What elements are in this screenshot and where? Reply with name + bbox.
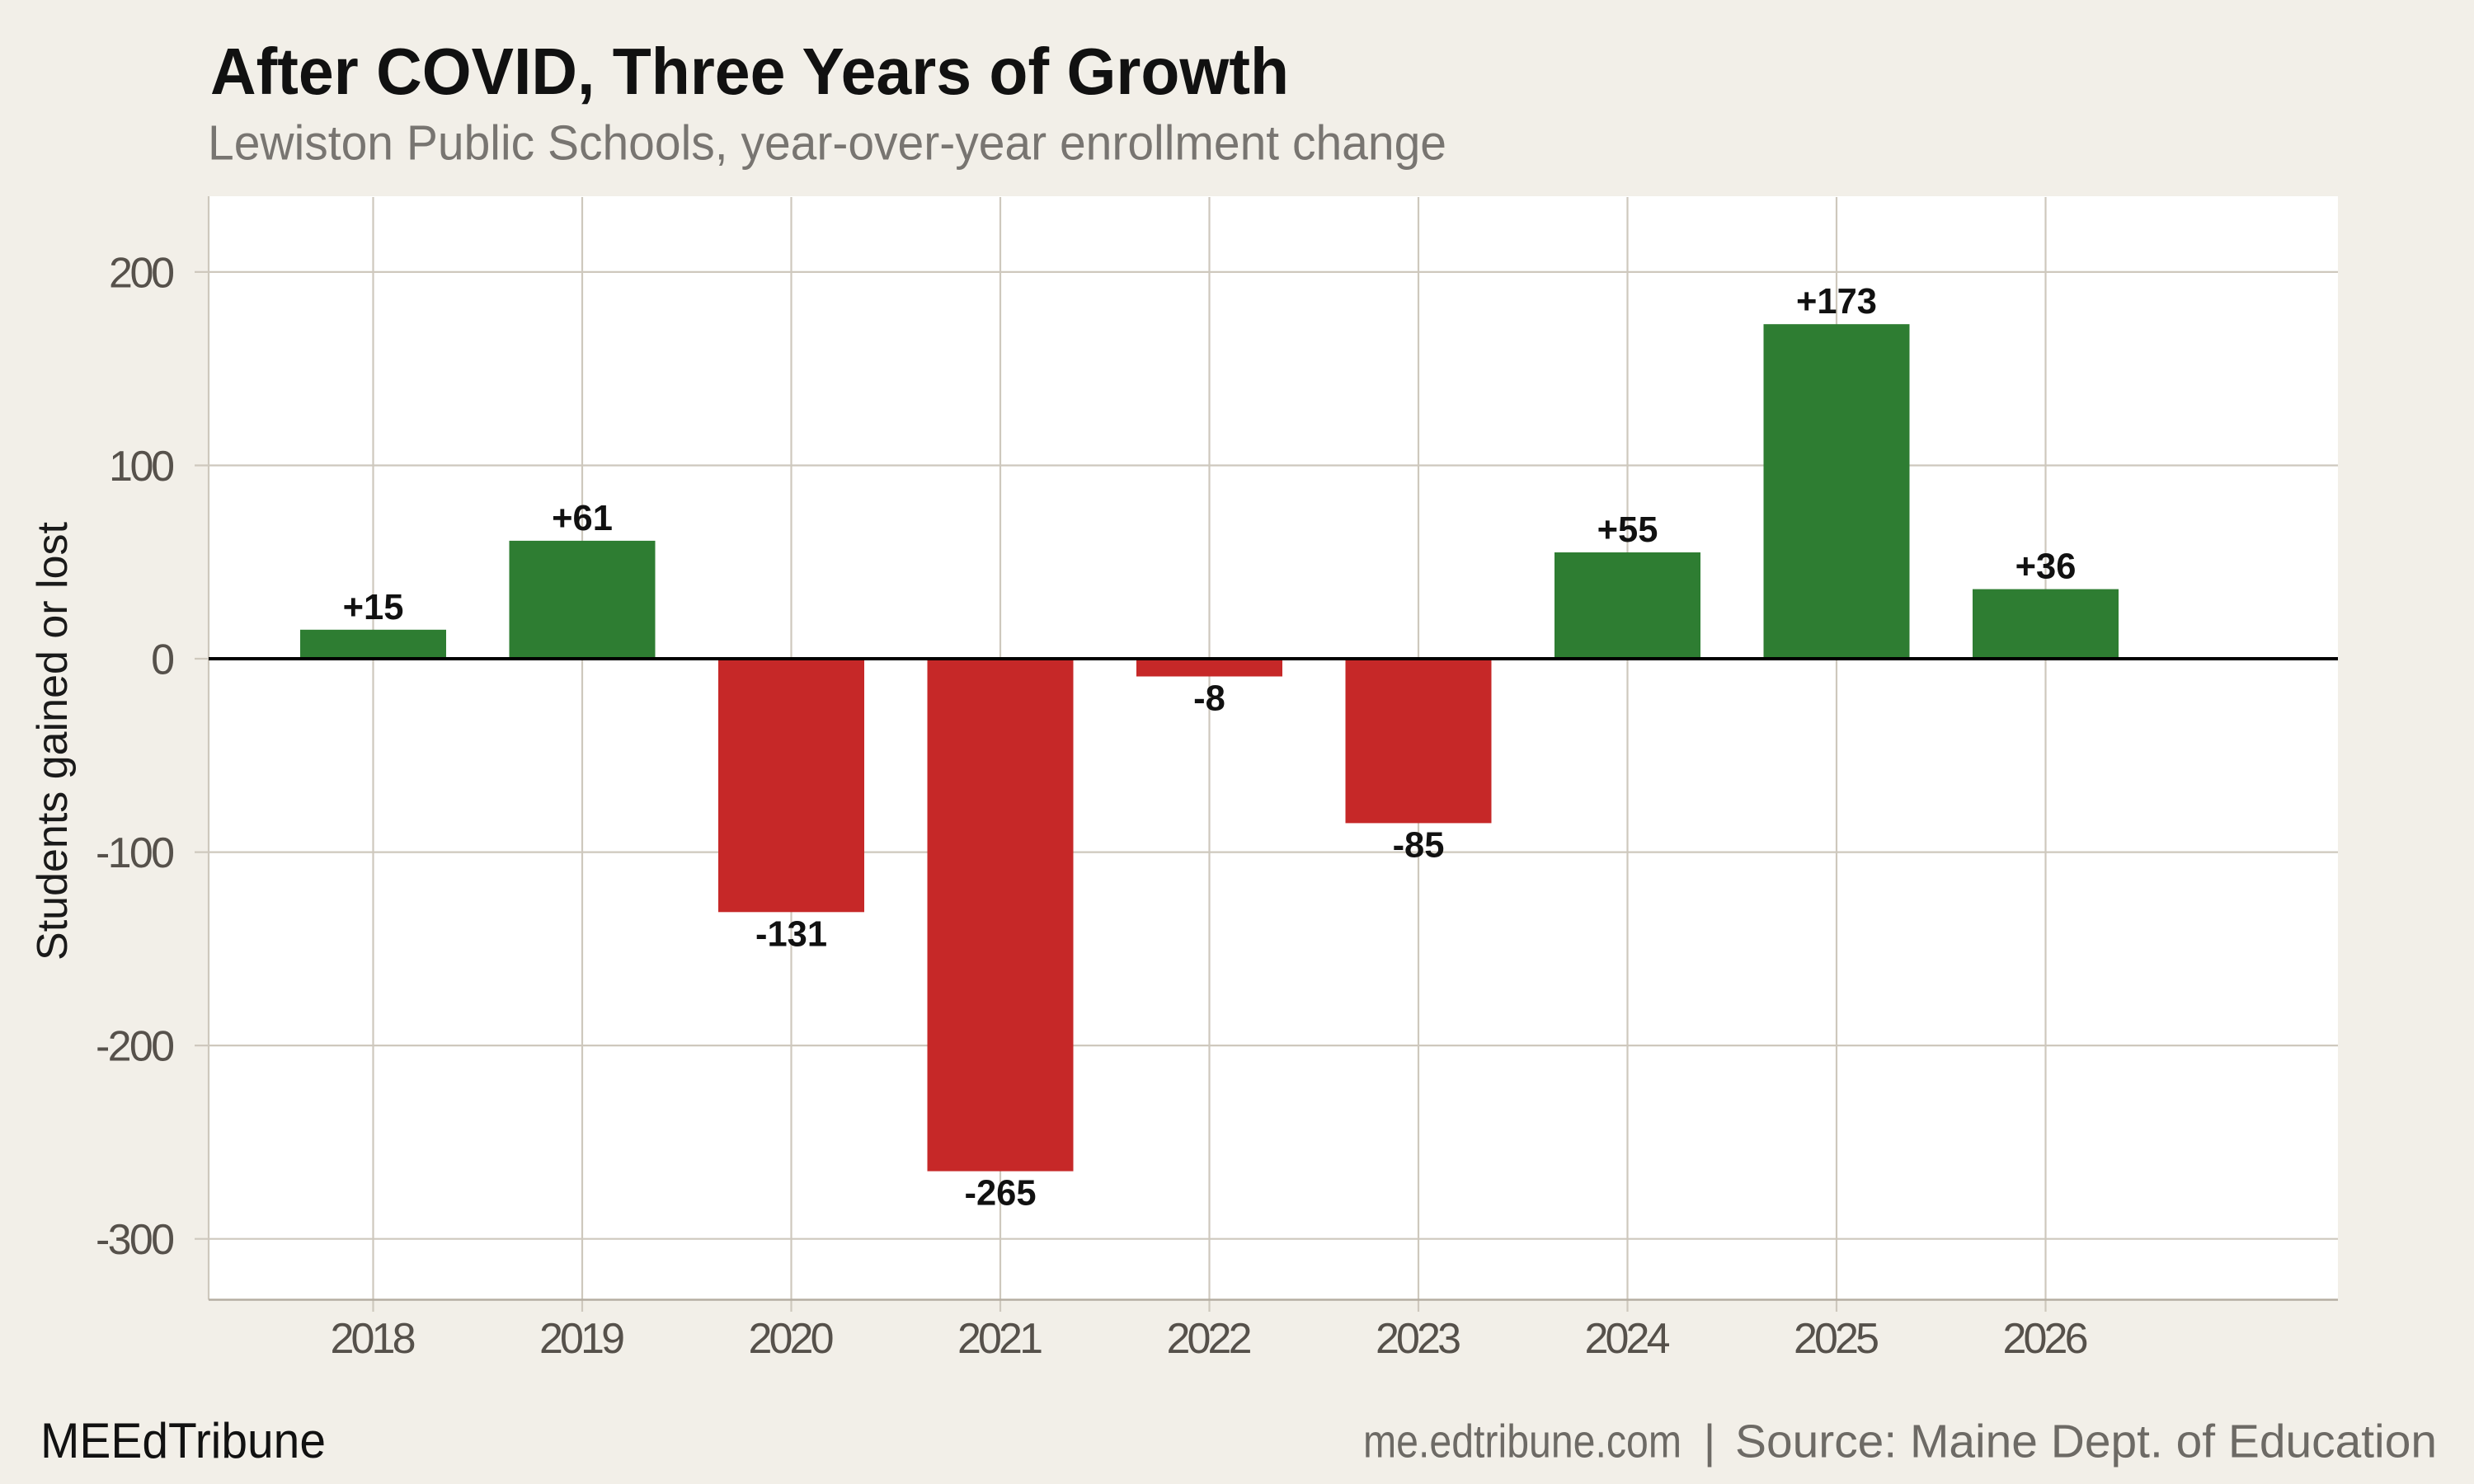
svg-text:Lewiston Public Schools, year-: Lewiston Public Schools, year-over-year … <box>208 116 1446 171</box>
svg-text:+61: +61 <box>552 499 613 538</box>
svg-text:200: 200 <box>109 249 175 297</box>
svg-text:-300: -300 <box>96 1216 175 1264</box>
svg-text:-200: -200 <box>96 1023 175 1071</box>
svg-text:+55: +55 <box>1597 510 1658 550</box>
svg-text:-85: -85 <box>1393 825 1445 865</box>
svg-text:2026: 2026 <box>2003 1315 2089 1363</box>
svg-text:2020: 2020 <box>749 1315 835 1363</box>
svg-text:MEEdTribune: MEEdTribune <box>40 1413 326 1468</box>
svg-text:0: 0 <box>151 636 175 684</box>
svg-text:-265: -265 <box>964 1174 1036 1214</box>
svg-text:2019: 2019 <box>539 1315 625 1363</box>
svg-text:100: 100 <box>109 443 175 491</box>
svg-text:Source: Maine Dept. of Educati: Source: Maine Dept. of Education <box>1735 1416 2437 1468</box>
svg-text:2021: 2021 <box>957 1315 1043 1363</box>
svg-text:+15: +15 <box>343 588 404 627</box>
svg-text:2022: 2022 <box>1167 1315 1253 1363</box>
svg-text:Students gained or lost: Students gained or lost <box>29 522 77 960</box>
svg-text:2018: 2018 <box>331 1315 416 1363</box>
svg-text:After COVID, Three Years of Gr: After COVID, Three Years of Growth <box>210 35 1289 108</box>
svg-text:me.edtribune.com: me.edtribune.com <box>1363 1416 1681 1468</box>
svg-text:2024: 2024 <box>1585 1315 1671 1363</box>
svg-text:-100: -100 <box>96 829 175 877</box>
svg-text:-131: -131 <box>755 914 827 954</box>
svg-text:2023: 2023 <box>1376 1315 1461 1363</box>
svg-text:|: | <box>1704 1416 1716 1468</box>
svg-text:2025: 2025 <box>1794 1315 1879 1363</box>
svg-text:+173: +173 <box>1796 282 1877 322</box>
svg-text:+36: +36 <box>2015 547 2077 587</box>
svg-text:-8: -8 <box>1193 679 1225 719</box>
